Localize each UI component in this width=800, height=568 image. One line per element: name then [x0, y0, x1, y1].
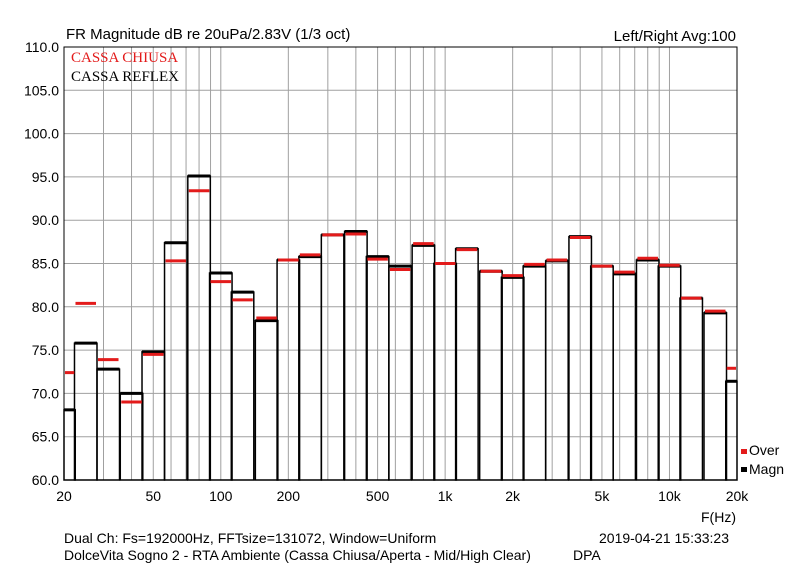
x-tick-label: 20 [56, 488, 72, 504]
x-tick-label: 1k [438, 488, 454, 504]
footer-description: DolceVita Sogno 2 - RTA Ambiente (Cassa … [64, 547, 531, 563]
bar-reflex [679, 297, 704, 481]
bar-reflex [298, 255, 323, 481]
bar-reflex [73, 342, 98, 481]
y-tick-label: 85.0 [32, 256, 59, 272]
y-tick-label: 60.0 [32, 472, 59, 488]
x-tick-label: 2k [505, 488, 521, 504]
y-tick-label: 65.0 [32, 429, 59, 445]
bar-reflex [522, 265, 547, 481]
y-tick-label: 80.0 [32, 299, 59, 315]
over-legend-swatch [741, 449, 747, 454]
bar-reflex [612, 273, 637, 481]
bar-reflex [254, 319, 279, 481]
y-axis-ticks: 60.0 65.0 70.0 75.0 80.0 85.0 90.0 95.0 100.0 105… [24, 39, 59, 488]
over-legend-label: Over [749, 442, 780, 458]
bar-reflex [388, 265, 413, 481]
plot-frame [63, 46, 738, 481]
y-tick-label: 75.0 [32, 342, 59, 358]
footer-source: DPA [573, 547, 601, 563]
y-tick-label: 105.0 [24, 82, 59, 98]
x-tick-label: 200 [277, 488, 301, 504]
x-tick-label: 5k [595, 488, 611, 504]
bar-reflex [724, 380, 738, 481]
y-tick-label: 90.0 [32, 212, 59, 228]
footer-timestamp: 2019-04-21 15:33:23 [599, 530, 729, 546]
y-tick-label: 95.0 [32, 169, 59, 185]
bar-reflex [96, 368, 121, 481]
x-tick-label: 100 [209, 488, 233, 504]
x-axis-ticks: 20 50 100 200 500 1k 2k 5k 10k 20k [56, 488, 749, 504]
series-closed [65, 189, 736, 404]
bar-reflex [63, 409, 77, 481]
x-tick-label: 500 [366, 488, 390, 504]
bar-reflex [544, 260, 569, 481]
bar-reflex [230, 291, 255, 481]
series-reflex [63, 174, 738, 481]
legend-series-closed: CASSA CHIUSA [71, 50, 178, 66]
x-tick-label: 20k [726, 488, 750, 504]
bar-reflex [163, 241, 188, 481]
bar-reflex [320, 234, 345, 481]
header-right-label: Left/Right Avg:100 [614, 28, 736, 45]
footer-settings: Dual Ch: Fs=192000Hz, FFTsize=131072, Wi… [64, 530, 436, 546]
y-tick-label: 100.0 [24, 126, 59, 142]
bar-reflex [478, 270, 503, 481]
bar-reflex [454, 248, 479, 481]
legend-series-reflex: CASSA REFLEX [71, 69, 179, 85]
magn-legend-label: Magn [749, 461, 784, 477]
y-tick-label: 70.0 [32, 385, 59, 401]
y-tick-label: 110.0 [25, 39, 59, 55]
chart-title: FR Magnitude dB re 20uPa/2.83V (1/3 oct) [66, 26, 350, 43]
x-axis-label: F(Hz) [701, 509, 736, 525]
magn-legend-swatch [741, 467, 747, 472]
x-tick-label: 10k [658, 488, 682, 504]
bar-reflex [703, 312, 728, 481]
x-tick-label: 50 [145, 488, 161, 504]
